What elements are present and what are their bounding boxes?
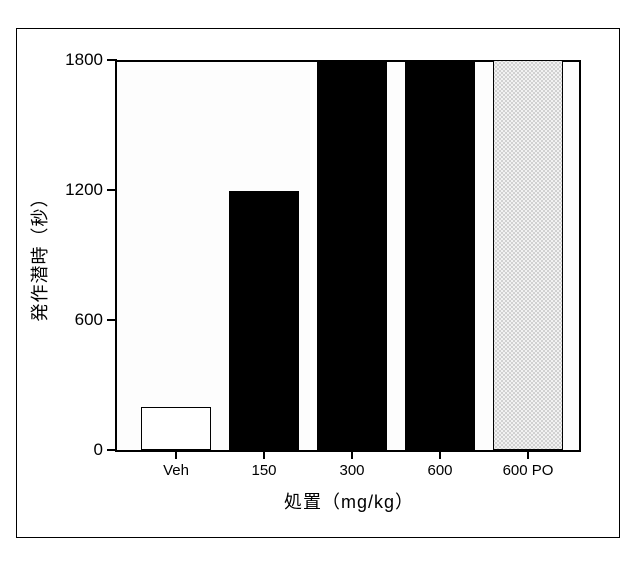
x-tick [263,450,265,459]
x-axis-label: 処置（mg/kg） [284,488,414,514]
x-axis-line [115,450,581,452]
y-tick-label: 600 [57,310,103,330]
x-tick-label: Veh [163,462,189,479]
page: 0 600 1200 1800 Veh 150 300 600 600 PO 発作潜時（秒） 処… [0,0,640,567]
bar [141,407,211,450]
bar [317,60,387,450]
bar [229,191,299,450]
y-axis-line [115,60,117,452]
x-tick-label: 300 [339,462,364,479]
bar [493,60,563,450]
x-tick [175,450,177,459]
y-tick [107,59,117,61]
y-axis-label: 発作潜時（秒） [26,189,52,322]
y-tick [107,319,117,321]
y-tick-label: 1200 [57,180,103,200]
x-tick [439,450,441,459]
y-tick [107,449,117,451]
x-tick-label: 150 [251,462,276,479]
y-tick-label: 0 [57,440,103,460]
y-tick-label: 1800 [57,50,103,70]
y-tick [107,189,117,191]
x-tick [527,450,529,459]
x-tick-label: 600 PO [503,462,554,479]
x-tick [351,450,353,459]
bar [405,60,475,450]
x-tick-label: 600 [427,462,452,479]
